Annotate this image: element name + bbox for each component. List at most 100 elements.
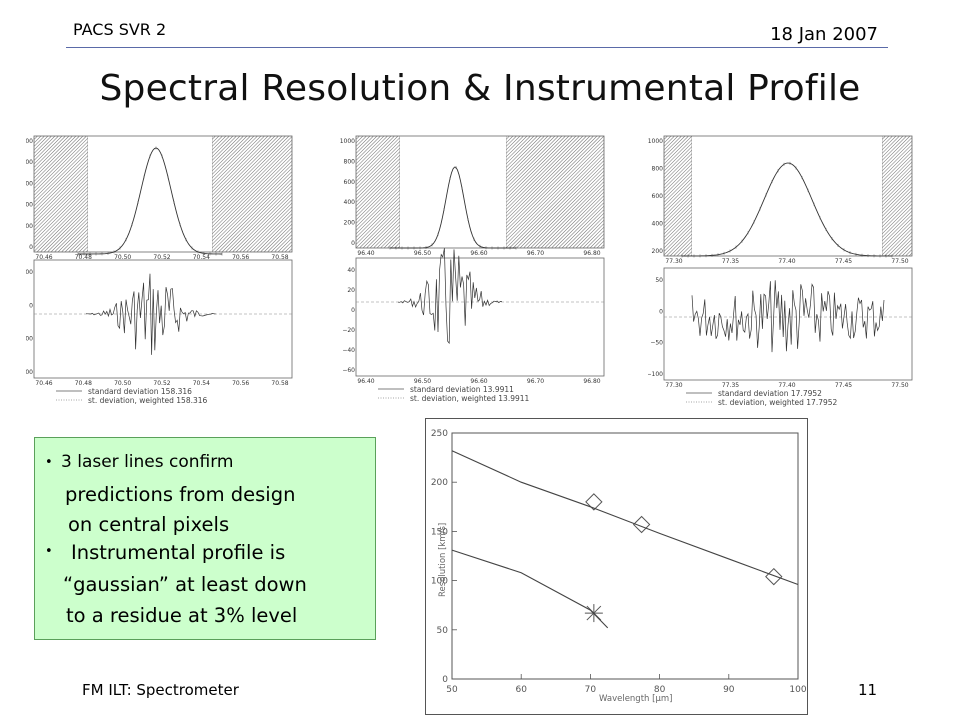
resolution-chart-frame: 50 60 70 80 90 100 0 50 100 150 200 250 Resolution … xyxy=(425,418,808,715)
profile-x-tick: 77.30 xyxy=(665,258,682,265)
profile-x-tick: 77.35 xyxy=(722,258,739,265)
residual-y-tick: −1000 xyxy=(26,369,33,376)
x-tick-label: 80 xyxy=(654,685,666,695)
gaussian-fit-curve xyxy=(390,166,516,249)
residual-x-tick: 70.56 xyxy=(232,380,249,387)
residual-x-tick: 70.46 xyxy=(35,380,52,387)
residual-y-tick: −500 xyxy=(26,336,33,343)
diamond-marker xyxy=(632,515,651,534)
footer-label: FM ILT: Spectrometer xyxy=(82,681,239,699)
x-tick-label: 70 xyxy=(585,685,597,695)
legend-std-deviation: standard deviation 158.316 xyxy=(88,387,192,396)
profile-x-tick: 96.80 xyxy=(583,250,600,257)
residual-x-tick: 77.50 xyxy=(891,382,908,389)
profile-frame xyxy=(663,135,913,257)
residual-curve xyxy=(691,280,885,353)
residual-y-tick: −40 xyxy=(342,347,355,354)
residual-curve xyxy=(397,248,503,345)
x-tick-label: 50 xyxy=(446,685,458,695)
legend-weighted-deviation: st. deviation, weighted 17.7952 xyxy=(718,398,838,407)
profile-panel-1: 100008000600040002000070.4670.4870.5070.… xyxy=(26,128,304,410)
x-tick-label: 100 xyxy=(789,685,806,695)
residual-x-tick: 70.48 xyxy=(75,380,92,387)
residual-y-tick: 0 xyxy=(29,302,33,309)
y-tick-label: 0 xyxy=(442,675,448,685)
diamond-marker xyxy=(765,567,783,586)
profile-y-tick: 400 xyxy=(344,199,356,206)
residual-y-tick: 0 xyxy=(351,307,355,314)
residual-x-tick: 70.54 xyxy=(193,380,210,387)
bullet-2-marker: • xyxy=(45,544,53,559)
residual-y-tick: 500 xyxy=(26,269,33,276)
bullet-2-line-1: Instrumental profile is xyxy=(71,541,286,564)
slide-title: Spectral Resolution & Instrumental Profi… xyxy=(99,68,861,109)
summary-box: • 3 laser lines confirm predictions from… xyxy=(34,437,376,640)
residual-y-tick: −60 xyxy=(342,367,355,374)
profile-plot-1: 100008000600040002000070.4670.4870.5070.… xyxy=(26,135,293,405)
residual-y-tick: −100 xyxy=(648,371,663,378)
bullet-1-line-1: 3 laser lines confirm xyxy=(61,452,234,472)
profile-y-tick: 1000 xyxy=(340,138,355,145)
gaussian-fit-curve xyxy=(681,162,893,257)
legend-std-deviation: standard deviation 17.7952 xyxy=(718,389,822,398)
plot-area xyxy=(451,432,799,680)
bullet-1-marker: • xyxy=(45,455,53,470)
profile-x-tick: 77.40 xyxy=(778,258,795,265)
residual-curve xyxy=(85,273,216,355)
residual-y-tick: 40 xyxy=(347,267,355,274)
residual-x-tick: 77.35 xyxy=(722,382,739,389)
profile-frame xyxy=(355,135,605,249)
resolution-trend-line xyxy=(451,549,609,629)
residual-y-tick: 50 xyxy=(655,277,663,284)
y-tick-label: 50 xyxy=(437,626,449,636)
residual-y-tick: 20 xyxy=(347,287,355,294)
bullet-1-line-3: on central pixels xyxy=(68,513,230,536)
residual-x-tick: 96.70 xyxy=(527,378,544,385)
profile-x-tick: 96.40 xyxy=(357,250,374,257)
legend-weighted-deviation: st. deviation, weighted 13.9911 xyxy=(410,394,530,403)
profile-y-tick: 4000 xyxy=(26,202,33,209)
profile-y-tick: 400 xyxy=(652,221,664,228)
y-tick-label: 250 xyxy=(431,429,448,439)
residual-frame xyxy=(33,259,293,379)
excluded-region-right xyxy=(882,136,912,256)
residual-x-tick: 96.40 xyxy=(357,378,374,385)
bullet-2-line-3: to a residue at 3% level xyxy=(66,604,298,627)
residual-x-tick: 77.30 xyxy=(665,382,682,389)
bullet-2-line-2: “gaussian” at least down xyxy=(63,573,307,596)
bullet-1-line-2: predictions from design xyxy=(65,483,296,506)
profile-x-tick: 70.48 xyxy=(75,254,92,261)
profile-y-tick: 200 xyxy=(344,220,356,227)
profile-y-tick: 0 xyxy=(351,240,355,247)
residual-y-tick: 0 xyxy=(659,308,663,315)
profile-x-tick: 77.50 xyxy=(891,258,908,265)
profile-y-tick: 10000 xyxy=(26,138,33,145)
header-left-text: PACS SVR 2 xyxy=(73,20,167,39)
residual-frame xyxy=(355,257,605,377)
excluded-region-left xyxy=(356,136,400,248)
residual-x-tick: 77.45 xyxy=(835,382,852,389)
profile-x-tick: 96.50 xyxy=(414,250,431,257)
diamond-marker xyxy=(585,493,603,511)
residual-x-tick: 70.50 xyxy=(114,380,131,387)
profile-x-tick: 96.70 xyxy=(527,250,544,257)
profile-y-tick: 800 xyxy=(344,158,356,165)
header-rule xyxy=(66,47,888,48)
y-tick-label: 100 xyxy=(431,577,448,587)
profile-y-tick: 800 xyxy=(652,166,664,173)
profile-y-tick: 600 xyxy=(652,193,664,200)
excluded-region-right xyxy=(506,136,604,248)
profile-y-tick: 1000 xyxy=(648,138,663,145)
profile-x-tick: 96.60 xyxy=(470,250,487,257)
profile-x-tick: 70.54 xyxy=(193,254,210,261)
profile-x-tick: 77.45 xyxy=(835,258,852,265)
residual-x-tick: 96.80 xyxy=(583,378,600,385)
excluded-region-left xyxy=(34,136,88,252)
residual-x-tick: 70.58 xyxy=(271,380,288,387)
x-axis-label: Wavelength [μm] xyxy=(599,694,672,704)
header-date: 18 Jan 2007 xyxy=(770,24,878,45)
residual-x-tick: 96.50 xyxy=(414,378,431,385)
